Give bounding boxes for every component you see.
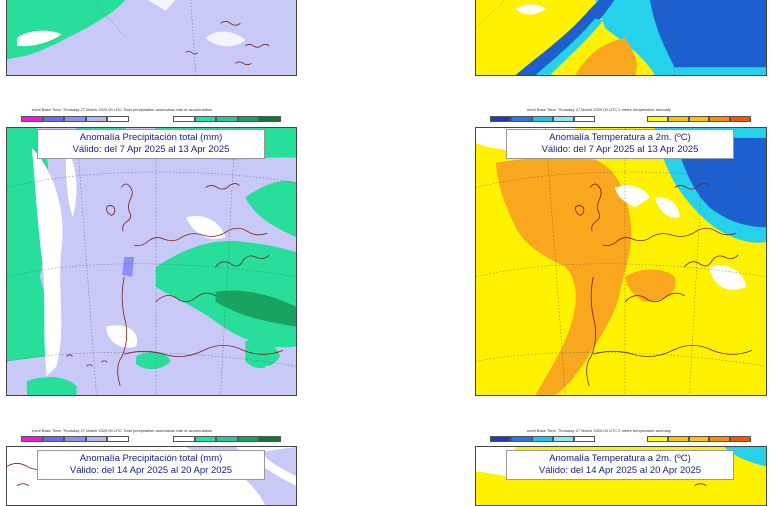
precip-title: Anomalía Precipitación total (mm) xyxy=(79,132,223,143)
colorbar-segment xyxy=(709,116,731,122)
temp-map-week2: Anomalía Temperatura a 2m. (ºC) Válido: … xyxy=(475,127,767,396)
colorbar-segment xyxy=(42,116,65,122)
colorbar-segment xyxy=(64,436,86,442)
temp-valid-range: Válido: del 14 Apr 2025 al 20 Apr 2025 xyxy=(538,465,702,476)
precip-colorbar-low-week2 xyxy=(21,116,129,122)
colorbar-segment xyxy=(173,116,195,122)
colorbar-segment xyxy=(574,116,595,122)
precip-valid-range: Válido: del 7 Apr 2025 al 13 Apr 2025 xyxy=(72,144,230,155)
colorbar-segment xyxy=(21,436,43,442)
colorbar-segment xyxy=(490,436,511,442)
precip-map-week3: Anomalía Precipitación total (mm) Válido… xyxy=(6,446,297,506)
colorbar-segment xyxy=(107,436,129,442)
colorbar-segment xyxy=(730,116,751,122)
colorbar-segment xyxy=(511,436,532,442)
colorbar-segment xyxy=(85,116,108,122)
colorbar-segment xyxy=(511,116,532,122)
temp-colorbar-high-week3 xyxy=(647,436,751,442)
colorbar-segment xyxy=(532,116,553,122)
temp-header-week3: ecmf Base Time: Thursday 27 March 2025 0… xyxy=(527,428,671,433)
colorbar-segment xyxy=(259,436,281,442)
temp-colorbar-low-week3 xyxy=(490,436,595,442)
colorbar-segment xyxy=(42,436,65,442)
colorbar-segment xyxy=(730,436,751,442)
colorbar-segment xyxy=(553,436,574,442)
precip-valid-range: Válido: del 14 Apr 2025 al 20 Apr 2025 xyxy=(69,465,233,476)
temp-valid-range: Válido: del 7 Apr 2025 al 13 Apr 2025 xyxy=(541,144,699,155)
precip-map-week1 xyxy=(6,0,297,76)
precip-colorbar-low-week3 xyxy=(21,436,129,442)
colorbar-segment xyxy=(647,436,668,442)
colorbar-segment xyxy=(709,436,731,442)
colorbar-segment xyxy=(688,436,710,442)
precip-title: Anomalía Precipitación total (mm) xyxy=(79,453,223,464)
colorbar-segment xyxy=(532,436,553,442)
temp-colorbar-high-week2 xyxy=(647,116,751,122)
temp-title-box-week2: Anomalía Temperatura a 2m. (ºC) Válido: … xyxy=(506,129,734,159)
colorbar-segment xyxy=(216,436,238,442)
precip-header-week3: ecmf Base Time: Thursday 27 March 2025 0… xyxy=(32,428,213,433)
colorbar-segment xyxy=(574,436,595,442)
temp-map-week3: Anomalía Temperatura a 2m. (ºC) Válido: … xyxy=(475,446,767,506)
colorbar-segment xyxy=(64,116,86,122)
temp-header-week2: ecmf Base Time: Thursday 27 March 2025 0… xyxy=(527,107,671,112)
colorbar-segment xyxy=(173,436,195,442)
temp-colorbar-low-week2 xyxy=(490,116,595,122)
precip-map-week2: Anomalía Precipitación total (mm) Válido… xyxy=(6,127,297,396)
temp-title: Anomalía Temperatura a 2m. (ºC) xyxy=(549,453,691,464)
colorbar-segment xyxy=(194,436,217,442)
colorbar-segment xyxy=(667,436,689,442)
precip-title-box-week3: Anomalía Precipitación total (mm) Válido… xyxy=(37,450,265,480)
precip-header-week2: ecmf Base Time: Thursday 27 March 2025 0… xyxy=(32,107,213,112)
precip-title-box-week2: Anomalía Precipitación total (mm) Válido… xyxy=(37,129,265,159)
temp-map-week1 xyxy=(475,0,767,76)
precip-colorbar-high-week3 xyxy=(173,436,281,442)
colorbar-segment xyxy=(237,116,260,122)
colorbar-segment xyxy=(667,116,689,122)
colorbar-segment xyxy=(107,116,129,122)
colorbar-segment xyxy=(237,436,260,442)
colorbar-segment xyxy=(259,116,281,122)
colorbar-segment xyxy=(216,116,238,122)
precip-colorbar-high-week2 xyxy=(173,116,281,122)
colorbar-segment xyxy=(85,436,108,442)
temp-title: Anomalía Temperatura a 2m. (ºC) xyxy=(549,132,691,143)
colorbar-segment xyxy=(194,116,217,122)
colorbar-segment xyxy=(490,116,511,122)
temp-title-box-week3: Anomalía Temperatura a 2m. (ºC) Válido: … xyxy=(506,450,734,480)
colorbar-segment xyxy=(688,116,710,122)
colorbar-segment xyxy=(553,116,574,122)
colorbar-segment xyxy=(647,116,668,122)
colorbar-segment xyxy=(21,116,43,122)
